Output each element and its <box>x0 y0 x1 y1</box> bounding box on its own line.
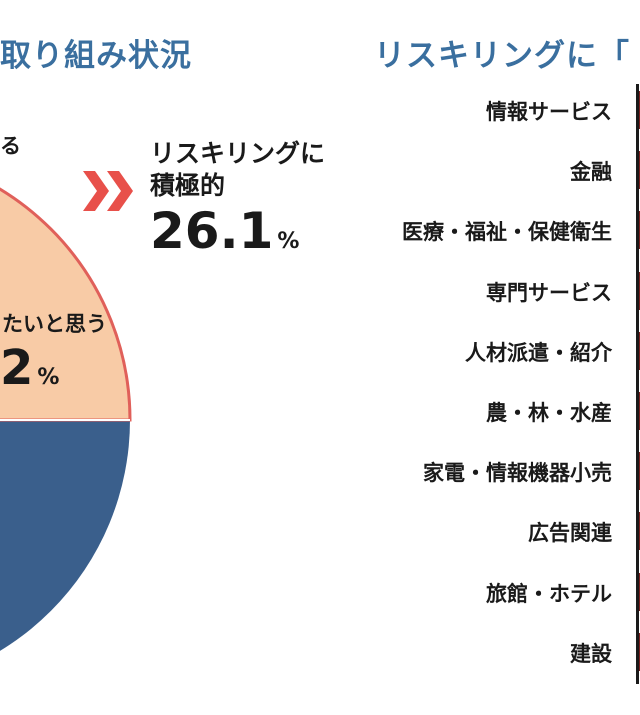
callout-value-number: 26.1 <box>150 202 274 260</box>
chevron-right-icon <box>83 171 133 211</box>
bar-category-label: 家電・情報機器小売 <box>423 461 612 486</box>
bar-category-label: 医療・福祉・保健衛生 <box>402 220 612 245</box>
title-right: リスキリングに「 <box>374 38 630 74</box>
pie-slice-blue <box>0 420 130 651</box>
bar-category-label: 旅館・ホテル <box>486 581 612 606</box>
bar-category-label: 金融 <box>570 160 612 185</box>
pie-value-mid-pct: % <box>37 365 60 390</box>
callout-value: 26.1% <box>150 202 299 260</box>
pie-label-top: る <box>0 134 21 158</box>
pie-value-mid: 2% <box>0 340 59 396</box>
pie-value-mid-number: 2 <box>0 340 34 396</box>
bar-category-label: 専門サービス <box>486 280 612 305</box>
callout-line1: リスキリングに <box>150 139 326 168</box>
bar-category-label: 広告関連 <box>528 521 612 546</box>
pie-label-mid: たいと思う <box>2 312 107 336</box>
pie-slice-peach <box>0 187 132 422</box>
title-left: 取り組み状況 <box>0 38 192 74</box>
bar-category-label: 建設 <box>570 641 612 666</box>
bar-category-label: 人材派遣・紹介 <box>465 340 612 365</box>
bar-category-label: 農・林・水産 <box>486 401 612 425</box>
callout-line2: 積極的 <box>150 171 226 200</box>
bar-category-label: 情報サービス <box>486 100 612 124</box>
pie-chart <box>0 187 132 651</box>
bar-chart-axis <box>636 84 639 684</box>
callout-value-pct: % <box>277 229 300 254</box>
